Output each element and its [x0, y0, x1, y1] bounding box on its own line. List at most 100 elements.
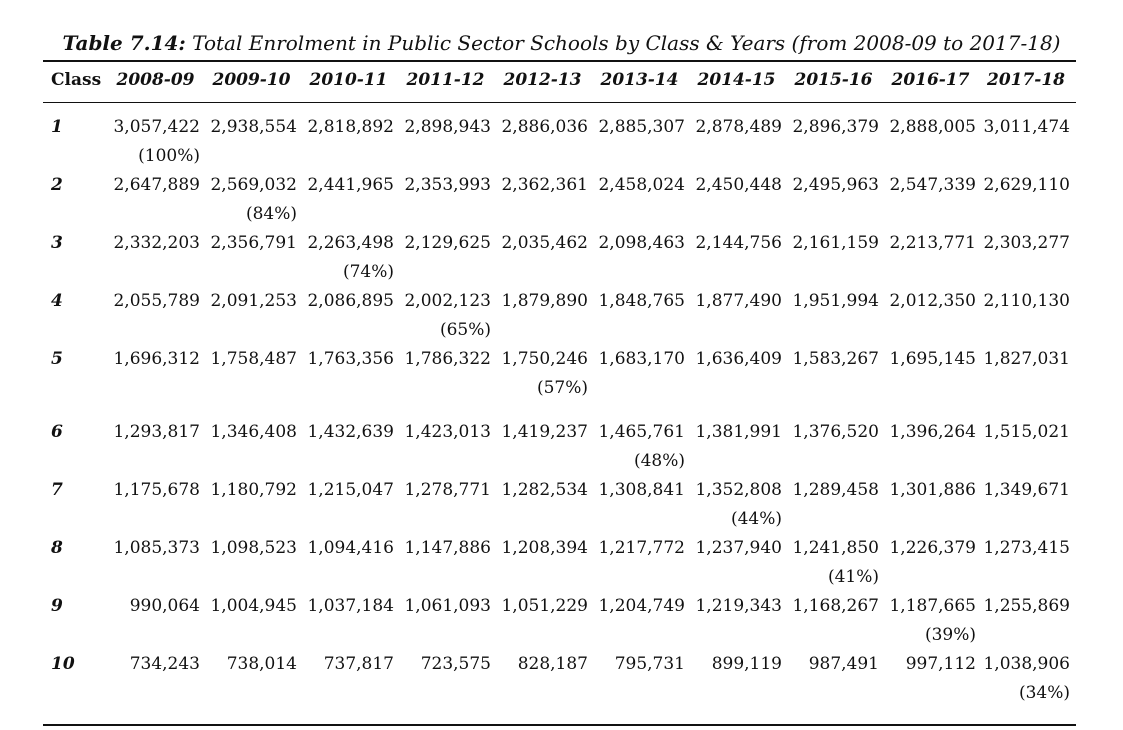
enrolment-cell: 1,293,817 [111, 418, 206, 476]
enrolment-value: 1,051,229 [501, 596, 588, 616]
column-header-year: 2012-13 [503, 70, 582, 90]
enrolment-value: 1,282,534 [501, 480, 588, 500]
enrolment-value: 1,215,047 [307, 480, 394, 500]
enrolment-value: 1,237,940 [695, 538, 782, 558]
enrolment-value: 1,848,765 [598, 291, 685, 311]
enrolment-cell: 997,112 [885, 650, 982, 708]
column-header-year: 2015-16 [794, 70, 873, 90]
enrolment-value: 2,086,895 [307, 291, 394, 311]
enrolment-value: 2,629,110 [983, 175, 1070, 195]
enrolment-value: 1,758,487 [210, 349, 297, 369]
enrolment-value: 987,491 [808, 654, 879, 674]
enrolment-cell: 1,098,523 [206, 534, 303, 592]
enrolment-cell: 1,301,886 [885, 476, 982, 534]
table-row: 10 734,243 738,014 737,817 723,575 828,187 795… [43, 650, 1076, 708]
retention-percent: (84%) [245, 204, 297, 224]
enrolment-cell: 2,888,005 [885, 102, 982, 171]
enrolment-value: 2,161,159 [792, 233, 879, 253]
enrolment-cell: 1,636,409 [691, 345, 788, 418]
row-class-label: 4 [51, 291, 63, 311]
enrolment-cell: 2,055,789 [111, 287, 206, 345]
enrolment-value: 1,175,678 [113, 480, 200, 500]
enrolment-cell: 1,683,170 [594, 345, 691, 418]
row-class-label: 8 [51, 538, 63, 558]
enrolment-cell: 1,282,534 [497, 476, 594, 534]
enrolment-value: 2,818,892 [307, 117, 394, 137]
table-caption-text: Total Enrolment in Public Sector Schools… [192, 31, 1061, 55]
table-header-row: Class 2008-09 2009-10 2010-11 2011-12 20… [43, 66, 1076, 102]
enrolment-cell: 1,763,356 [303, 345, 400, 418]
enrolment-cell: 1,786,322 [400, 345, 497, 418]
enrolment-cell: 828,187 [497, 650, 594, 708]
enrolment-cell: 3,011,474 [982, 102, 1076, 171]
enrolment-value: 1,583,267 [792, 349, 879, 369]
row-class-label: 2 [51, 175, 63, 195]
enrolment-value: 1,419,237 [501, 422, 588, 442]
enrolment-value: 1,396,264 [889, 422, 976, 442]
enrolment-cell: 2,569,032 (84%) [206, 171, 303, 229]
enrolment-cell: 899,119 [691, 650, 788, 708]
enrolment-cell: 2,332,203 [111, 229, 206, 287]
enrolment-cell: 2,161,159 [788, 229, 885, 287]
enrolment-cell: 1,085,373 [111, 534, 206, 592]
enrolment-value: 2,888,005 [889, 117, 976, 137]
enrolment-cell: 2,458,024 [594, 171, 691, 229]
enrolment-value: 1,381,991 [695, 422, 782, 442]
enrolment-cell: 2,878,489 [691, 102, 788, 171]
enrolment-value: 1,273,415 [983, 538, 1070, 558]
table-top-rule [43, 60, 1076, 62]
enrolment-value: 2,458,024 [598, 175, 685, 195]
retention-percent: (34%) [1018, 683, 1070, 703]
enrolment-value: 2,547,339 [889, 175, 976, 195]
retention-percent: (100%) [138, 146, 200, 166]
retention-percent: (39%) [924, 625, 976, 645]
enrolment-value: 737,817 [323, 654, 394, 674]
enrolment-cell: 2,303,277 [982, 229, 1076, 287]
enrolment-cell: 2,144,756 [691, 229, 788, 287]
enrolment-cell: 1,037,184 [303, 592, 400, 650]
enrolment-value: 2,886,036 [501, 117, 588, 137]
column-header-year: 2013-14 [600, 70, 679, 90]
enrolment-cell: 1,352,808 (44%) [691, 476, 788, 534]
retention-percent: (48%) [633, 451, 685, 471]
enrolment-cell: 2,353,993 [400, 171, 497, 229]
enrolment-value: 1,763,356 [307, 349, 394, 369]
enrolment-cell: 1,208,394 [497, 534, 594, 592]
enrolment-value: 2,569,032 [210, 175, 297, 195]
enrolment-value: 1,308,841 [598, 480, 685, 500]
enrolment-cell: 1,204,749 [594, 592, 691, 650]
enrolment-cell: 734,243 [111, 650, 206, 708]
enrolment-value: 1,423,013 [404, 422, 491, 442]
enrolment-value: 1,255,869 [983, 596, 1070, 616]
table-header-rule [43, 102, 1076, 103]
enrolment-cell: 1,175,678 [111, 476, 206, 534]
enrolment-value: 1,465,761 [598, 422, 685, 442]
enrolment-value: 2,098,463 [598, 233, 685, 253]
table-row: 6 1,293,817 1,346,408 1,432,639 1,423,013 1,4… [43, 418, 1076, 476]
enrolment-table: Class 2008-09 2009-10 2010-11 2011-12 20… [43, 66, 1076, 708]
enrolment-value: 3,011,474 [983, 117, 1070, 137]
enrolment-cell: 2,129,625 [400, 229, 497, 287]
enrolment-value: 899,119 [711, 654, 782, 674]
enrolment-value: 1,432,639 [307, 422, 394, 442]
enrolment-cell: 738,014 [206, 650, 303, 708]
enrolment-cell: 2,938,554 [206, 102, 303, 171]
table-bottom-rule [43, 724, 1076, 726]
enrolment-value: 2,441,965 [307, 175, 394, 195]
enrolment-value: 1,877,490 [695, 291, 782, 311]
enrolment-cell: 1,419,237 [497, 418, 594, 476]
table-row: 3 2,332,203 2,356,791 2,263,498 (74%) 2,129,6… [43, 229, 1076, 287]
enrolment-value: 1,180,792 [210, 480, 297, 500]
enrolment-cell: 2,547,339 [885, 171, 982, 229]
column-header-year: 2016-17 [891, 70, 970, 90]
table-row: 7 1,175,678 1,180,792 1,215,047 1,278,771 1,2… [43, 476, 1076, 534]
enrolment-value: 1,241,850 [792, 538, 879, 558]
enrolment-value: 2,353,993 [404, 175, 491, 195]
enrolment-cell: 723,575 [400, 650, 497, 708]
column-header-year: 2017-18 [986, 70, 1066, 90]
enrolment-cell: 1,349,671 [982, 476, 1076, 534]
enrolment-value: 1,217,772 [598, 538, 685, 558]
enrolment-value: 2,303,277 [983, 233, 1070, 253]
enrolment-value: 1,951,994 [792, 291, 879, 311]
enrolment-value: 2,144,756 [695, 233, 782, 253]
